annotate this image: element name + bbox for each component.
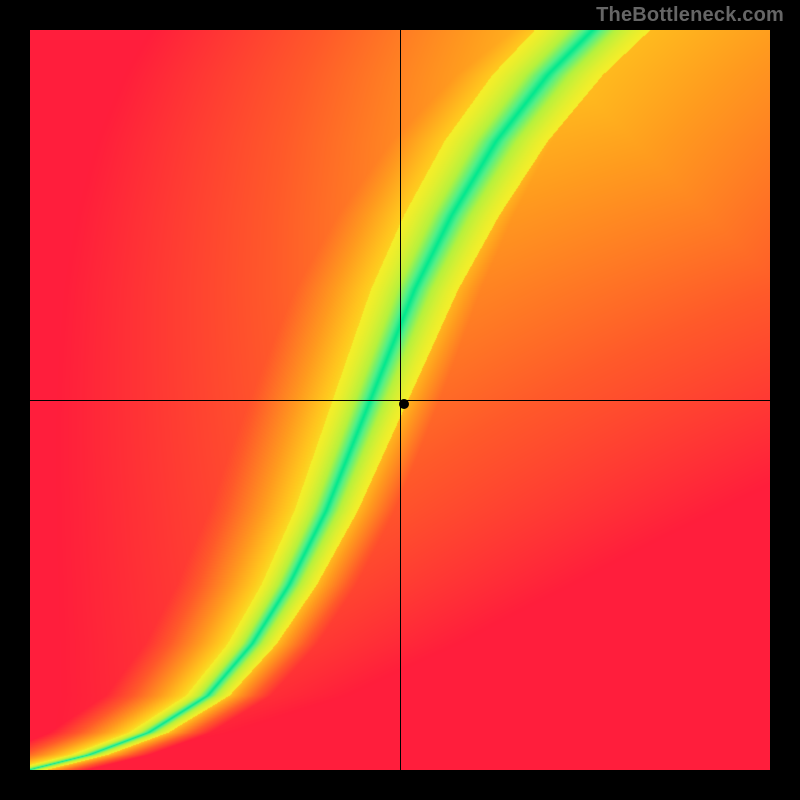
watermark-text: TheBottleneck.com [596,4,784,27]
plot-area [30,30,770,770]
marker-dot [399,399,409,409]
figure-container: TheBottleneck.com [0,0,800,800]
